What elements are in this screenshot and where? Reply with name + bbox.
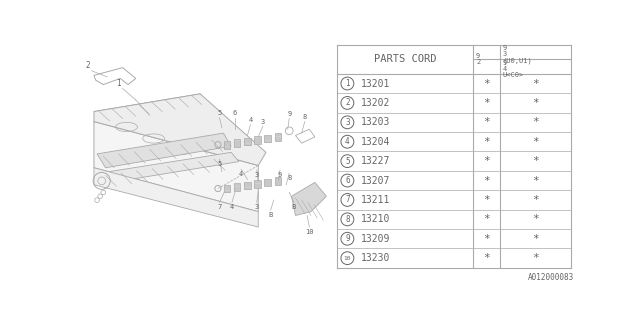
Text: 5: 5 <box>218 110 221 116</box>
Text: *: * <box>532 176 539 186</box>
Bar <box>264 135 271 142</box>
Text: 9
4
U<C0>: 9 4 U<C0> <box>502 60 524 78</box>
Text: 7: 7 <box>218 204 221 210</box>
Text: 9: 9 <box>287 111 291 117</box>
Text: 3: 3 <box>260 119 265 124</box>
Text: 8: 8 <box>303 114 307 120</box>
Text: 10: 10 <box>305 228 314 235</box>
Text: *: * <box>483 156 490 166</box>
Text: 4: 4 <box>239 171 243 177</box>
Bar <box>254 180 260 188</box>
Text: 13207: 13207 <box>360 176 390 186</box>
Text: 4: 4 <box>230 204 234 210</box>
Text: 13210: 13210 <box>360 214 390 224</box>
Text: 3: 3 <box>345 118 349 127</box>
Text: 1: 1 <box>116 79 121 88</box>
Text: 9
2: 9 2 <box>476 53 480 65</box>
Text: 13204: 13204 <box>360 137 390 147</box>
Text: *: * <box>483 176 490 186</box>
Text: 10: 10 <box>344 256 351 261</box>
Polygon shape <box>292 182 326 215</box>
Text: 13209: 13209 <box>360 234 390 244</box>
Text: *: * <box>532 195 539 205</box>
Text: 7: 7 <box>345 196 349 204</box>
Text: *: * <box>483 117 490 127</box>
Text: *: * <box>483 137 490 147</box>
Polygon shape <box>94 94 208 122</box>
Text: 4: 4 <box>248 117 253 123</box>
Text: 1: 1 <box>345 79 349 88</box>
Text: 2: 2 <box>86 61 90 70</box>
Text: *: * <box>532 78 539 89</box>
Text: *: * <box>532 98 539 108</box>
Polygon shape <box>99 152 239 183</box>
Text: *: * <box>532 253 539 263</box>
Text: *: * <box>483 214 490 224</box>
Bar <box>244 182 250 189</box>
Text: 13211: 13211 <box>360 195 390 205</box>
Text: *: * <box>483 195 490 205</box>
Bar <box>264 179 271 186</box>
Text: 8: 8 <box>345 215 349 224</box>
Text: *: * <box>532 156 539 166</box>
Text: 3: 3 <box>255 204 259 210</box>
Text: 8: 8 <box>287 175 291 181</box>
Text: 2: 2 <box>345 99 349 108</box>
Text: *: * <box>532 137 539 147</box>
Text: 6: 6 <box>233 110 237 116</box>
Bar <box>224 185 230 192</box>
Bar <box>275 133 281 141</box>
Text: 9: 9 <box>278 172 282 178</box>
Text: A012000083: A012000083 <box>528 274 575 283</box>
Text: B: B <box>292 204 296 210</box>
Bar <box>224 141 230 148</box>
Text: 5: 5 <box>345 156 349 166</box>
Text: *: * <box>532 234 539 244</box>
Text: 13230: 13230 <box>360 253 390 263</box>
Polygon shape <box>94 94 266 165</box>
Text: *: * <box>483 253 490 263</box>
Text: 13227: 13227 <box>360 156 390 166</box>
Bar <box>275 177 281 185</box>
Text: 13201: 13201 <box>360 78 390 89</box>
Text: PARTS CORD: PARTS CORD <box>374 54 436 64</box>
Text: 6: 6 <box>345 176 349 185</box>
Text: 13202: 13202 <box>360 98 390 108</box>
Text: 9
3
(U0,U1): 9 3 (U0,U1) <box>502 45 532 64</box>
Text: 5: 5 <box>218 161 221 167</box>
Text: B: B <box>269 212 273 218</box>
Polygon shape <box>94 122 259 212</box>
Bar <box>234 183 241 191</box>
Text: 4: 4 <box>345 137 349 146</box>
Polygon shape <box>94 168 259 227</box>
Bar <box>244 138 250 145</box>
Text: 13203: 13203 <box>360 117 390 127</box>
Text: *: * <box>532 214 539 224</box>
Text: *: * <box>483 98 490 108</box>
Text: *: * <box>483 234 490 244</box>
Text: 3: 3 <box>255 172 259 178</box>
Bar <box>234 139 241 147</box>
Text: *: * <box>532 117 539 127</box>
Text: *: * <box>483 78 490 89</box>
Polygon shape <box>97 133 231 168</box>
Text: 9: 9 <box>345 234 349 243</box>
Bar <box>254 136 260 144</box>
